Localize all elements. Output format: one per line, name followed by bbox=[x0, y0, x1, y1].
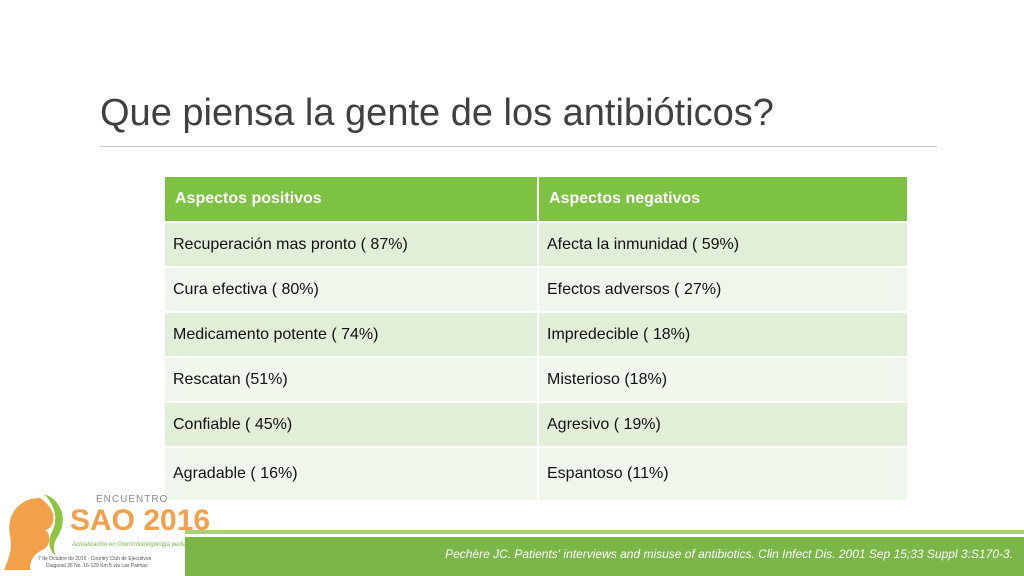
header-row: Aspectos positivos Aspectos negativos bbox=[165, 177, 909, 223]
table-cell: Espantoso (11%) bbox=[538, 447, 909, 502]
table-cell: Impredecible ( 18%) bbox=[538, 312, 909, 358]
logo-text: Diagonal 28 No. 16-129 Km 5 vía Las Palm… bbox=[46, 563, 148, 569]
header-cell: Aspectos positivos bbox=[165, 177, 539, 223]
slide-title: Que piensa la gente de los antibióticos? bbox=[100, 92, 774, 134]
logo-text: ENCUENTRO bbox=[96, 494, 169, 505]
table-cell: Agresivo ( 19%) bbox=[538, 402, 909, 448]
table-cell: Medicamento potente ( 74%) bbox=[165, 312, 539, 358]
table-row: Agradable ( 16%) Espantoso (11%) bbox=[165, 447, 909, 502]
logo-text: SAO 2016 bbox=[70, 504, 211, 537]
table-cell: Confiable ( 45%) bbox=[165, 402, 539, 448]
table-row: Recuperación mas pronto ( 87%) Afecta la … bbox=[165, 222, 909, 268]
table-cell: Efectos adversos ( 27%) bbox=[538, 267, 909, 313]
table-row: Rescatan (51%) Misterioso (18%) bbox=[165, 357, 909, 403]
table-cell: Rescatan (51%) bbox=[165, 357, 539, 403]
table-row: Cura efectiva ( 80%) Efectos adversos ( 2… bbox=[165, 267, 909, 313]
header-cell: Aspectos negativos bbox=[538, 177, 909, 223]
table-cell: Agradable ( 16%) bbox=[165, 447, 539, 502]
table-row: Confiable ( 45%) Agresivo ( 19%) bbox=[165, 402, 909, 448]
table-row: Medicamento potente ( 74%) Impredecible (… bbox=[165, 312, 909, 358]
table-cell: Misterioso (18%) bbox=[538, 357, 909, 403]
title-rule bbox=[100, 146, 937, 147]
footer-line bbox=[185, 530, 1024, 534]
citation: Pechère JC. Patients' interviews and mis… bbox=[445, 547, 1013, 561]
logo-text: Actualización en Otorrinolaringología pe… bbox=[72, 542, 198, 548]
logo-icon bbox=[4, 494, 63, 570]
logo: ENCUENTRO SAO 2016 Actualización en Otor… bbox=[0, 490, 210, 576]
footer-bar bbox=[185, 537, 1024, 576]
data-table: Aspectos positivos Aspectos negativos Re… bbox=[165, 177, 909, 502]
table-cell: Recuperación mas pronto ( 87%) bbox=[165, 222, 539, 268]
logo-text: 7 de Octubre de 2016 · Country Club de E… bbox=[38, 556, 152, 562]
table-cell: Afecta la inmunidad ( 59%) bbox=[538, 222, 909, 268]
table-cell: Cura efectiva ( 80%) bbox=[165, 267, 539, 313]
table-body: Recuperación mas pronto ( 87%) Afecta la … bbox=[165, 222, 909, 502]
